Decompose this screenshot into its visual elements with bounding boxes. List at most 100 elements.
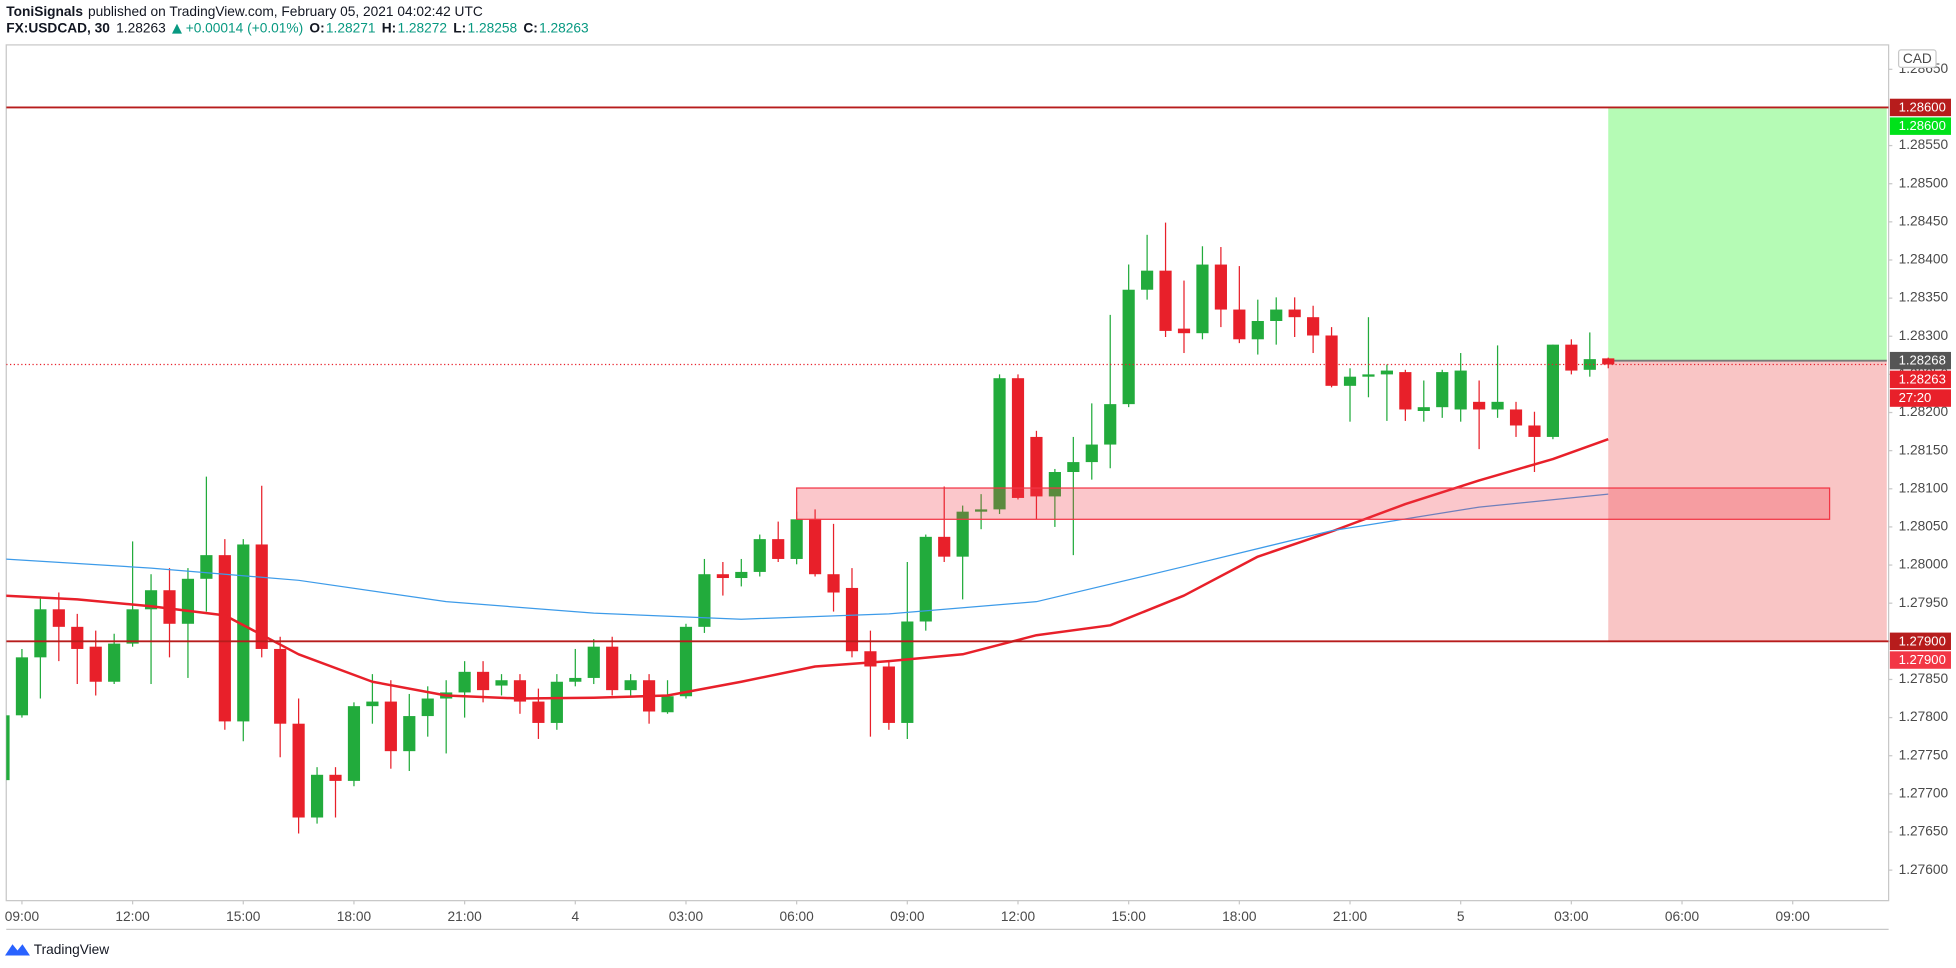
- candle-body: [6, 715, 10, 781]
- candle-body: [1343, 376, 1357, 386]
- candle-body: [1454, 370, 1467, 410]
- countdown: 27:20: [1899, 390, 1932, 405]
- candle-body: [89, 646, 102, 682]
- candle-body: [698, 574, 711, 627]
- candle-body: [163, 590, 176, 624]
- y-tick-label: 1.28200: [1899, 404, 1949, 419]
- candle-body: [329, 774, 342, 781]
- y-tick-label: 1.28550: [1899, 137, 1949, 152]
- candle-body: [1288, 309, 1301, 318]
- ohlc-value: 1.28263: [539, 20, 589, 35]
- candle-body: [476, 671, 490, 691]
- candle-body: [735, 571, 748, 579]
- candle-body: [274, 648, 287, 724]
- x-tick-label: 5: [1457, 909, 1465, 924]
- up-arrow-icon: [171, 23, 182, 34]
- x-tick-label: 15:00: [226, 909, 261, 924]
- line-price-tag-bg: [1889, 98, 1951, 117]
- candle-body: [1602, 358, 1615, 365]
- candle-body: [772, 539, 785, 559]
- ohlc-label: O:: [309, 20, 324, 35]
- candle-body: [1436, 372, 1449, 408]
- stop-tag-bg: [1889, 651, 1951, 669]
- candle-body: [1491, 401, 1504, 410]
- ohlc-value: 1.28272: [397, 20, 447, 35]
- change: +0.00014 (+0.01%): [186, 20, 303, 35]
- x-tick-label: 18:00: [337, 909, 372, 924]
- y-tick-label: 1.28500: [1899, 175, 1949, 190]
- y-tick-label: 1.27600: [1899, 862, 1949, 877]
- x-tick-label: 18:00: [1222, 909, 1257, 924]
- candle-body: [15, 657, 29, 716]
- y-tick-label: 1.27650: [1899, 824, 1949, 839]
- candle-body: [200, 555, 213, 579]
- y-tick-label: 1.27800: [1899, 709, 1949, 724]
- candle-body: [513, 680, 527, 702]
- candle-body: [1509, 409, 1523, 426]
- currency: CAD: [1903, 51, 1932, 66]
- candle-body: [126, 609, 139, 644]
- candle-body: [237, 544, 250, 722]
- symbol: FX:USDCAD, 30: [6, 20, 110, 35]
- candle-body: [1528, 425, 1541, 437]
- candle-body: [1011, 378, 1025, 498]
- candle-body: [403, 716, 416, 752]
- candle-body: [347, 706, 361, 781]
- candle-body: [384, 701, 397, 752]
- candle-body: [845, 587, 859, 652]
- currency-frame: [1897, 49, 1937, 68]
- candle-body: [495, 680, 508, 686]
- candle-body: [458, 671, 471, 693]
- y-tick-label: 1.27850: [1899, 671, 1949, 686]
- candle-body: [108, 643, 121, 682]
- candle-body: [606, 646, 619, 691]
- target-tag-bg: [1889, 117, 1951, 135]
- candle-body: [1048, 472, 1061, 497]
- candle-body: [1325, 335, 1338, 386]
- candle-body: [1177, 328, 1191, 334]
- x-tick-label: 09:00: [5, 909, 40, 924]
- candle-body: [956, 511, 969, 557]
- candle-body: [993, 378, 1006, 510]
- last-price-text: 1.28263: [116, 20, 166, 35]
- candle-body: [1122, 289, 1135, 405]
- candle-body: [1159, 270, 1172, 331]
- ohlc-label: H:: [382, 20, 396, 35]
- x-tick-label: 06:00: [1665, 909, 1700, 924]
- candle-body: [1214, 264, 1227, 310]
- price-tags: 1.28600 1.27900 1.28600 1.27900 1.28268 1.282…: [1889, 98, 1951, 669]
- y-tick-label: 1.28350: [1899, 290, 1949, 305]
- ohlc-label: L:: [453, 20, 466, 35]
- y-tick-label: 1.28450: [1899, 213, 1949, 228]
- currency-box: CAD: [1897, 49, 1937, 68]
- candle-body: [1141, 270, 1154, 290]
- candle-body: [679, 626, 693, 697]
- entry-tag-bg: [1889, 351, 1951, 370]
- candle-body: [1104, 404, 1117, 445]
- line-price-tag: 1.28600: [1899, 100, 1946, 115]
- axes: 1.27600 1.27650 1.27700 1.27750 1.27800 1.278…: [5, 61, 1949, 924]
- entry-tag: 1.28268: [1899, 353, 1946, 368]
- candle-body: [1380, 370, 1393, 375]
- ohlc-value: 1.28271: [326, 20, 376, 35]
- candle-body: [1565, 344, 1578, 371]
- x-tick-label: 21:00: [447, 909, 482, 924]
- y-tick-label: 1.27750: [1899, 747, 1949, 762]
- x-tick-label: 03:00: [1554, 909, 1589, 924]
- candle-body: [790, 519, 803, 559]
- x-tick-label: 15:00: [1111, 909, 1146, 924]
- candle-body: [864, 651, 877, 667]
- x-tick-label: 09:00: [890, 909, 925, 924]
- brand: TradingView: [34, 942, 110, 957]
- candle-body: [1233, 309, 1246, 340]
- candle-body: [1473, 401, 1486, 410]
- candle-body: [569, 677, 582, 682]
- candle-body: [919, 536, 932, 622]
- candle-body: [753, 539, 766, 572]
- x-tick-label: 09:00: [1776, 909, 1811, 924]
- candle-body: [1270, 309, 1283, 321]
- line-price-tag-bg: [1889, 632, 1951, 651]
- plot-area: [6, 106, 1889, 834]
